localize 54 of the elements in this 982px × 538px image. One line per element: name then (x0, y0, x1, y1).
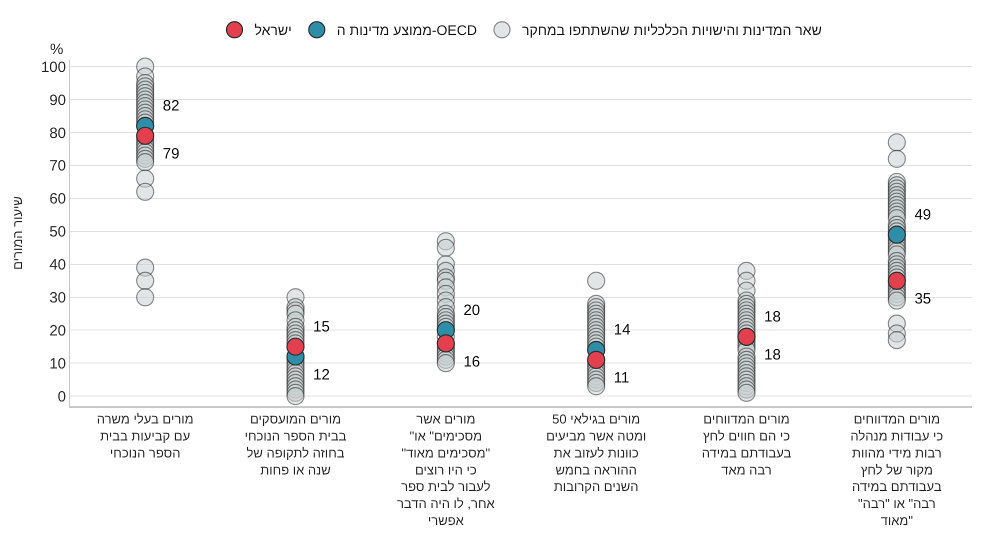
point (136, 182, 154, 201)
y-tick-label: 90 (49, 92, 66, 109)
point (587, 350, 606, 369)
y-tick-label: 80 (49, 124, 66, 142)
data-label: 15 (307, 318, 330, 336)
point (286, 387, 305, 406)
point (436, 334, 455, 352)
point (436, 354, 455, 372)
point (136, 272, 154, 290)
legend-label: ישראל (254, 22, 292, 38)
data-label: 16 (457, 353, 480, 370)
data-label: 12 (307, 366, 330, 384)
y-tick-label: 70 (49, 158, 66, 175)
point (888, 133, 906, 152)
y-tick-label: 100 (40, 58, 66, 76)
y-axis-title: שיעור המורים (10, 196, 25, 270)
y-tick-label: 0 (58, 388, 66, 406)
y-tick-label: 20 (49, 322, 66, 340)
x-tick-label: מורים בגילאי 50 ומטה אשר מביעים כוונות לעזוב את ההוראה בחמש השנים הקרובות (546, 412, 646, 494)
data-label: 49 (908, 206, 932, 224)
point (888, 291, 906, 310)
data-label: 35 (908, 290, 932, 308)
point (888, 272, 906, 290)
point (136, 153, 154, 172)
y-tick-label: 40 (49, 256, 66, 274)
point (587, 377, 606, 396)
y-tick-label: 60 (49, 190, 66, 208)
data-label: 18 (758, 308, 781, 326)
point (136, 126, 154, 145)
point (888, 150, 906, 168)
data-label: 14 (608, 322, 630, 339)
point (436, 238, 455, 257)
point (587, 272, 606, 290)
data-label: 79 (156, 146, 180, 163)
x-tick-label: מורים המדווחים כי הם חווים לחץ בעבודתם במידה רבה מאד (702, 412, 792, 478)
text: % (50, 41, 64, 58)
data-label: 82 (156, 98, 180, 115)
y-tick-label: 10 (49, 355, 66, 372)
data-label: 11 (608, 370, 630, 387)
point (888, 226, 906, 244)
x-tick-label: מורים בעלי משרה עם קביעות בבית הספר הנוכחי (96, 412, 194, 460)
y-tick-label: 50 (49, 224, 66, 241)
legend-label: ממוצע מדינות ה-OECD (336, 22, 477, 38)
x-tick-label: מורים המועסקים בבית הספר הנוכחי בחוזה לתקופה של שנה או פחות (244, 412, 347, 478)
x-tick-label: מורים המדווחים כי עבודות מנהלה רבות מידי מהוות מקור של לחץ בעבודתם במידה "רבה" או "רבה מאוד" (850, 412, 944, 528)
data-label: 18 (758, 346, 781, 364)
data-label: 20 (457, 302, 480, 319)
y-tick-label: 30 (49, 290, 66, 307)
point (888, 331, 906, 350)
point (737, 384, 756, 402)
legend-label: שאר המדינות והישויות הכלכליות שהשתתפו במחקר (522, 22, 822, 38)
point (286, 338, 305, 356)
point (136, 288, 154, 306)
x-tick-label: מורים אשר "מסכימים" או "מסכימים מאוד" כי היו רוצים לעבור לבית ספר אחר, לו היה הדבר אפשרי (396, 412, 495, 528)
